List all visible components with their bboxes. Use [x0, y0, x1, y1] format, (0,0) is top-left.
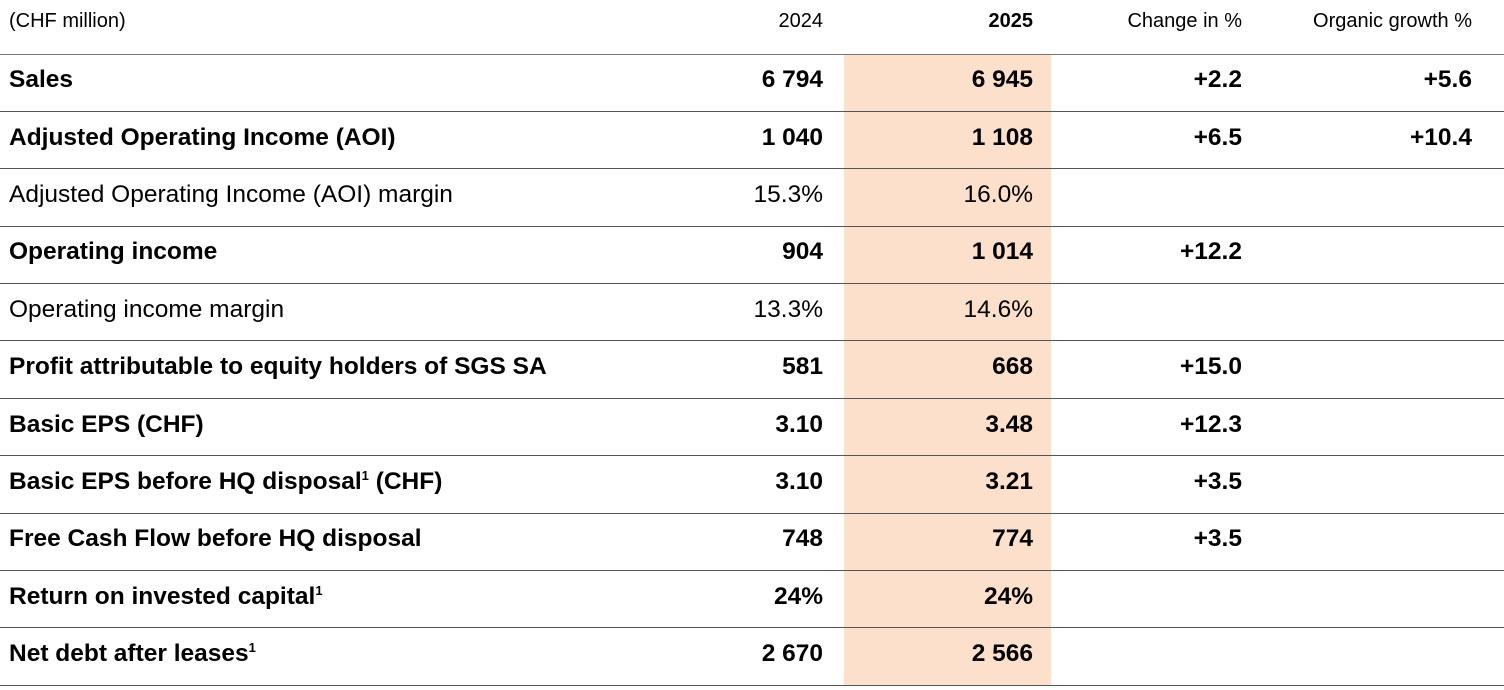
organic-growth [1260, 283, 1504, 342]
value-2024: 6 794 [720, 54, 844, 112]
footnote-marker: 1 [248, 640, 256, 656]
row-label-text: Sales [9, 66, 74, 94]
value-2025: 16.0% [844, 168, 1051, 227]
row-label-text: Net debt after leases [9, 640, 249, 668]
row-label: Sales [0, 54, 720, 112]
change-percent [1051, 283, 1260, 342]
value-2024: 3.10 [720, 455, 844, 514]
change-percent: +2.2 [1051, 54, 1260, 112]
table-row: Free Cash Flow before HQ disposal 748 774 +… [0, 513, 1504, 572]
table-row: Net debt after leases1 2 670 2 566 [0, 627, 1504, 686]
change-percent: +3.5 [1051, 455, 1260, 514]
value-2025: 2 566 [844, 627, 1051, 686]
footnote-marker: 1 [315, 582, 323, 598]
value-2024: 1 040 [720, 111, 844, 170]
row-label-text: Basic EPS (CHF) [9, 410, 204, 438]
organic-growth [1260, 570, 1504, 629]
row-label-suffix: (CHF) [368, 467, 443, 495]
organic-growth: +10.4 [1260, 111, 1504, 170]
value-2025: 6 945 [844, 54, 1051, 112]
row-label-text: Adjusted Operating Income (AOI) margin [9, 180, 453, 208]
header-row: (CHF million) 2024 2025 Change in % Orga… [0, 0, 1504, 55]
value-2025: 1 108 [844, 111, 1051, 170]
row-label-text: Operating income [9, 238, 218, 266]
table-row: Basic EPS (CHF) 3.10 3.48 +12.3 [0, 398, 1504, 457]
table-row: Operating income margin 13.3% 14.6% [0, 283, 1504, 342]
row-label: Net debt after leases1 [0, 627, 720, 686]
change-percent: +12.2 [1051, 226, 1260, 285]
table-row: Sales 6 794 6 945 +2.2 +5.6 [0, 54, 1504, 112]
row-label-text: Adjusted Operating Income (AOI) [9, 123, 396, 151]
change-percent: +12.3 [1051, 398, 1260, 457]
row-label-text: Profit attributable to equity holders of… [9, 353, 547, 381]
row-label: Operating income margin [0, 283, 720, 342]
footnote-marker: 1 [361, 467, 369, 483]
row-label: Adjusted Operating Income (AOI) margin [0, 168, 720, 227]
header-organic: Organic growth % [1260, 0, 1504, 55]
value-2025: 1 014 [844, 226, 1051, 285]
change-percent [1051, 570, 1260, 629]
change-percent: +6.5 [1051, 111, 1260, 170]
value-2025: 774 [844, 513, 1051, 572]
value-2025: 14.6% [844, 283, 1051, 342]
value-2025: 668 [844, 340, 1051, 399]
row-label: Basic EPS (CHF) [0, 398, 720, 457]
organic-growth [1260, 168, 1504, 227]
header-change: Change in % [1051, 0, 1260, 55]
value-2024: 581 [720, 340, 844, 399]
organic-growth: +5.6 [1260, 54, 1504, 112]
table-row: Adjusted Operating Income (AOI) 1 040 1 10… [0, 111, 1504, 170]
value-2025: 3.21 [844, 455, 1051, 514]
change-percent [1051, 627, 1260, 686]
header-unit: (CHF million) [0, 0, 720, 55]
row-label: Profit attributable to equity holders of… [0, 340, 720, 399]
change-percent: +15.0 [1051, 340, 1260, 399]
table-row: Basic EPS before HQ disposal1 (CHF) 3.10 3… [0, 455, 1504, 514]
organic-growth [1260, 226, 1504, 285]
value-2024: 13.3% [720, 283, 844, 342]
row-label: Basic EPS before HQ disposal1 (CHF) [0, 455, 720, 514]
organic-growth [1260, 513, 1504, 572]
row-label-text: Return on invested capital [9, 582, 316, 610]
header-2024: 2024 [720, 0, 844, 55]
value-2025: 24% [844, 570, 1051, 629]
organic-growth [1260, 627, 1504, 686]
value-2024: 15.3% [720, 168, 844, 227]
table-row: Return on invested capital1 24% 24% [0, 570, 1504, 629]
table-row: Operating income 904 1 014 +12.2 [0, 226, 1504, 285]
row-label: Return on invested capital1 [0, 570, 720, 629]
value-2024: 2 670 [720, 627, 844, 686]
row-label: Adjusted Operating Income (AOI) [0, 111, 720, 170]
row-label: Operating income [0, 226, 720, 285]
value-2024: 24% [720, 570, 844, 629]
organic-growth [1260, 340, 1504, 399]
value-2025: 3.48 [844, 398, 1051, 457]
value-2024: 904 [720, 226, 844, 285]
change-percent [1051, 168, 1260, 227]
header-2025: 2025 [844, 0, 1051, 55]
row-label-text: Basic EPS before HQ disposal [9, 467, 362, 495]
row-label-text: Operating income margin [9, 295, 285, 323]
table-row: Adjusted Operating Income (AOI) margin 15… [0, 168, 1504, 227]
row-label-text: Free Cash Flow before HQ disposal [9, 525, 422, 553]
table-row: Profit attributable to equity holders of… [0, 340, 1504, 399]
value-2024: 3.10 [720, 398, 844, 457]
value-2024: 748 [720, 513, 844, 572]
organic-growth [1260, 455, 1504, 514]
change-percent: +3.5 [1051, 513, 1260, 572]
row-label: Free Cash Flow before HQ disposal [0, 513, 720, 572]
organic-growth [1260, 398, 1504, 457]
